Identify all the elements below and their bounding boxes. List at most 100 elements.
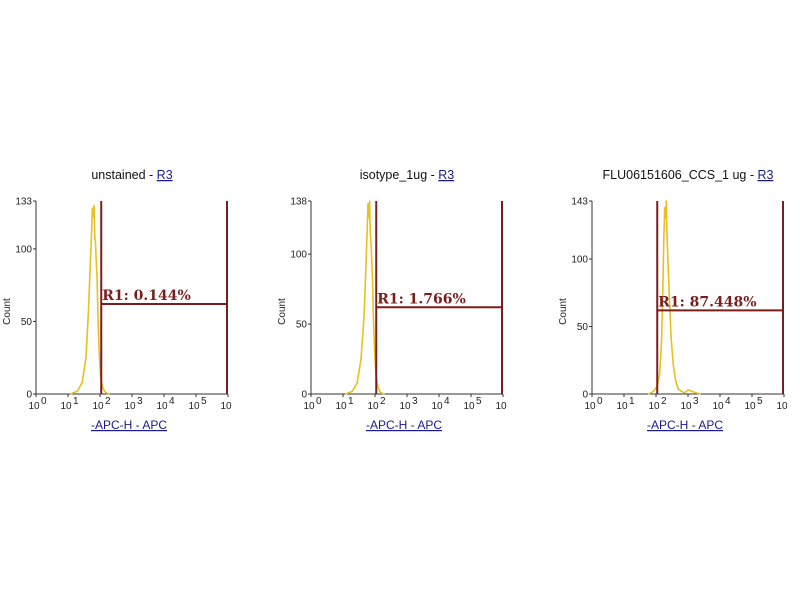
x-tick-exponent: 2: [380, 396, 386, 407]
histogram-point: [89, 262, 91, 264]
histogram-point: [366, 228, 368, 230]
histogram-panel-flu-ccs: FLU06151606_CCS_1 ug - R3 0 50 100 143 10 0 10 1…: [556, 160, 800, 450]
histogram-panel-isotype: isotype_1ug - R3 0 50 100 138 10 0 10 1 10 2 10 3 10 4…: [275, 160, 535, 450]
histogram-point: [661, 339, 663, 341]
histogram-point: [371, 278, 374, 280]
histogram-point: [365, 264, 367, 266]
histogram-panel-unstained: unstained - R3 0 50 100 133 10 0 10 1 10 2 10 3 10 4 10…: [0, 160, 260, 450]
histogram-point: [76, 390, 79, 392]
y-tick-label: 0: [301, 390, 307, 401]
panel-title-gate-link[interactable]: R3: [757, 168, 773, 182]
x-tick-label: 10: [744, 401, 756, 412]
x-tick-label: 10: [335, 401, 347, 412]
x-tick-label: 10: [495, 401, 507, 412]
histogram-point: [87, 313, 89, 315]
x-tick-exponent: 1: [348, 396, 354, 407]
y-tick-label: 50: [296, 320, 308, 331]
histogram-point: [91, 207, 94, 209]
panel-title-sample: isotype_1ug: [360, 168, 427, 182]
x-tick-exponent: 5: [757, 396, 763, 407]
histogram-point: [345, 393, 347, 395]
histogram-point: [95, 259, 97, 262]
y-tick-label: 0: [582, 390, 588, 401]
x-tick-label: 10: [648, 401, 660, 412]
y-tick-label: 133: [15, 197, 32, 208]
histogram-point: [363, 316, 365, 318]
histogram-point: [648, 393, 650, 395]
x-tick-label: 10: [303, 401, 315, 412]
panel-title: FLU06151606_CCS_1 ug - R3: [603, 168, 774, 182]
histogram-point: [380, 392, 382, 394]
y-tick-label: 100: [15, 244, 32, 255]
x-tick-label: 10: [463, 401, 475, 412]
histogram-point: [668, 298, 671, 301]
panel-title-gate-link[interactable]: R3: [157, 168, 173, 182]
x-tick-exponent: 5: [201, 396, 207, 407]
histogram-point: [373, 348, 376, 350]
gate-label: R1: 0.144%: [102, 288, 191, 304]
x-tick-exponent: 3: [693, 396, 699, 407]
x-axis-label[interactable]: -APC-H - APC: [91, 418, 167, 432]
y-tick-label: 0: [26, 390, 32, 401]
histogram-point: [90, 230, 93, 233]
histogram-point: [672, 363, 674, 365]
x-axis-label[interactable]: -APC-H - APC: [366, 418, 442, 432]
x-axis-label[interactable]: -APC-H - APC: [647, 418, 723, 432]
histogram-point: [667, 265, 669, 267]
x-tick-label: 10: [616, 401, 628, 412]
x-tick-label: 10: [712, 401, 724, 412]
histogram-point: [371, 259, 373, 261]
x-tick-label: 10: [776, 401, 788, 412]
x-tick-exponent: 0: [316, 396, 322, 407]
x-tick-label: 10: [584, 401, 596, 412]
histogram-point: [98, 349, 100, 352]
histogram-point: [360, 358, 362, 360]
y-axis-label: Count: [277, 298, 288, 325]
y-tick-label: 138: [290, 197, 307, 208]
histogram-point: [670, 336, 672, 338]
histogram-point: [662, 285, 664, 287]
panel-title-separator: -: [146, 168, 157, 182]
histogram-point: [96, 277, 98, 279]
x-tick-label: 10: [399, 401, 411, 412]
histogram-point: [97, 313, 99, 315]
histogram-point: [372, 312, 374, 314]
x-tick-label: 10: [220, 401, 232, 412]
histogram-point: [356, 382, 358, 384]
x-tick-label: 10: [124, 401, 136, 412]
histogram-point: [81, 381, 83, 383]
x-tick-label: 10: [92, 401, 104, 412]
histogram-point: [699, 393, 701, 395]
x-tick-exponent: 3: [137, 396, 143, 407]
x-tick-exponent: 5: [476, 396, 482, 407]
y-axis-label: Count: [2, 298, 13, 325]
histogram-point: [666, 234, 668, 236]
histogram-point: [680, 390, 682, 392]
histogram-point: [108, 393, 110, 395]
panel-title-separator: -: [746, 168, 757, 182]
panel-title-separator: -: [427, 168, 438, 182]
histogram-point: [684, 392, 686, 394]
histogram-point: [674, 379, 677, 382]
histogram-point: [691, 390, 693, 392]
histogram-point: [93, 204, 95, 206]
histogram-point: [677, 388, 679, 390]
histogram-point: [94, 236, 96, 238]
histogram-point: [367, 203, 369, 205]
x-tick-label: 10: [28, 401, 40, 412]
x-tick-exponent: 2: [661, 396, 667, 407]
x-tick-exponent: 2: [105, 396, 111, 407]
y-axis-label: Count: [558, 298, 569, 325]
x-tick-label: 10: [680, 401, 692, 412]
y-tick-label: 50: [577, 322, 589, 333]
histogram-point: [665, 200, 667, 202]
x-tick-exponent: 0: [41, 396, 47, 407]
x-tick-exponent: 4: [725, 396, 731, 407]
panel-title-gate-link[interactable]: R3: [438, 168, 454, 182]
x-tick-label: 10: [367, 401, 379, 412]
histogram-point: [92, 216, 94, 218]
x-tick-label: 10: [60, 401, 72, 412]
